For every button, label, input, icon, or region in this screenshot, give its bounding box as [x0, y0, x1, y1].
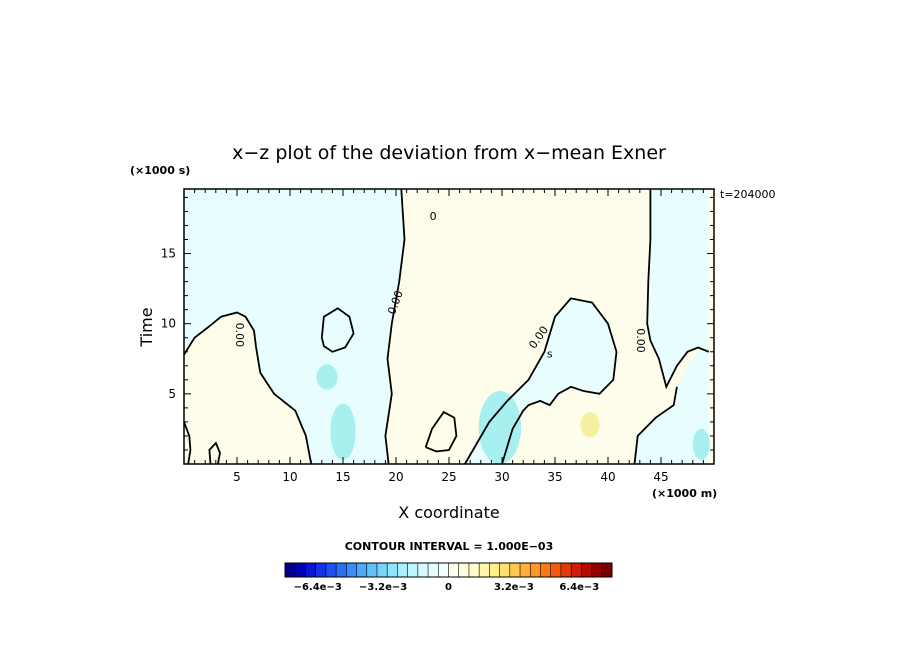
contour-line-2 [464, 297, 618, 465]
y-unit-label: (×1000 s) [130, 164, 190, 177]
colorbar-tick-label: 3.2e−3 [494, 582, 534, 593]
colorbar-swatch [285, 563, 296, 577]
contour-label-4: s [547, 348, 553, 361]
contour-interval-text: CONTOUR INTERVAL = 1.000E−03 [345, 540, 554, 553]
contour-line-5 [183, 421, 192, 465]
colorbar-tick-label: −6.4e−3 [294, 582, 342, 593]
colorbar-swatch [366, 563, 378, 577]
colorbar-swatch [540, 563, 551, 577]
colorbar [284, 562, 613, 578]
colorbar-swatch [601, 563, 613, 577]
colorbar-frame [284, 562, 613, 578]
contour-line-4 [633, 386, 678, 465]
colorbar-tick-label: 0 [445, 582, 452, 593]
colorbar-swatch [591, 563, 603, 577]
colorbar-swatch [448, 563, 460, 577]
contour-line-3 [646, 189, 710, 390]
chart-title: x−z plot of the deviation from x−mean Ex… [232, 142, 666, 164]
y-axis-label: Time [137, 307, 156, 347]
negative-region-3 [634, 351, 709, 464]
colorbar-swatch [468, 563, 480, 577]
x-tick-label: 5 [233, 470, 241, 484]
x-tick-label: 30 [494, 470, 509, 484]
colorbar-tick-label: 6.4e−3 [559, 582, 599, 593]
colorbar-swatch [295, 563, 306, 577]
colorbar-tick-label: −3.2e−3 [359, 582, 407, 593]
contour-line-6 [208, 441, 221, 465]
colorbar-swatch [458, 563, 470, 577]
shading-blob-3 [580, 412, 600, 438]
contour-label-0: 0.00 [233, 323, 246, 348]
y-tick-label: 5 [168, 387, 176, 401]
x-tick-label: 35 [547, 470, 562, 484]
colorbar-swatch [571, 563, 582, 577]
x-tick-label: 10 [282, 470, 297, 484]
colorbar-swatch [417, 563, 429, 577]
colorbar-swatch [305, 563, 316, 577]
colorbar-swatch [356, 563, 368, 577]
shading-blob-1 [330, 403, 356, 460]
colorbar-swatch [346, 563, 357, 577]
contour-line-7 [320, 307, 355, 353]
contour-label-2: 0 [430, 210, 437, 223]
colorbar-swatch [489, 563, 500, 577]
shading-blob-4 [692, 428, 710, 460]
colorbar-tick-labels: −6.4e−3 −3.2e−3 0 3.2e−3 6.4e−3 [294, 582, 600, 593]
colorbar-swatch [315, 563, 327, 577]
x-tick-label: 40 [600, 470, 615, 484]
colorbar-swatch [376, 563, 388, 577]
y-tick-label: 10 [161, 317, 176, 331]
colorbar-swatch [438, 563, 449, 577]
x-tick-label: 15 [335, 470, 350, 484]
colorbar-swatch [325, 563, 337, 577]
shading-blob-0 [316, 364, 338, 390]
contour-line-8 [424, 410, 458, 453]
colorbar-swatch [530, 563, 541, 577]
contour-line-0 [183, 311, 313, 465]
x-tick-label: 25 [441, 470, 456, 484]
colorbar-swatch [581, 563, 592, 577]
colorbar-swatch [387, 563, 398, 577]
x-tick-label: 20 [388, 470, 403, 484]
colorbar-swatch [336, 563, 347, 577]
time-label: t=204000 [720, 188, 776, 201]
colorbar-swatch [479, 563, 490, 577]
colorbar-swatch [428, 563, 439, 577]
colorbar-swatch [520, 563, 531, 577]
negative-region-2 [647, 189, 709, 387]
negative-region-0 [184, 189, 405, 464]
shading-blob-2 [478, 391, 522, 464]
contour-label-5: 0.00 [634, 328, 647, 353]
colorbar-swatch [499, 563, 511, 577]
x-tick-label: 45 [653, 470, 668, 484]
colorbar-swatch [397, 563, 408, 577]
colorbar-swatch [407, 563, 419, 577]
colorbar-swatch [509, 563, 521, 577]
contour-line-1 [384, 188, 406, 465]
y-tick-label: 15 [161, 247, 176, 261]
colorbar-swatch [560, 563, 572, 577]
colorbar-swatch [550, 563, 562, 577]
x-unit-label: (×1000 m) [652, 487, 717, 500]
x-axis-label: X coordinate [398, 503, 499, 522]
